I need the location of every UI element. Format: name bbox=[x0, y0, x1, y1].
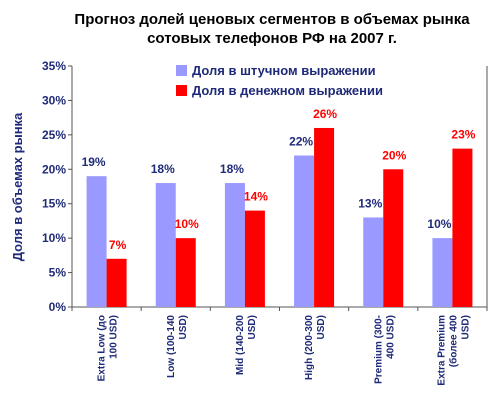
legend-swatch-money bbox=[176, 85, 187, 96]
chart-title-line-1: Прогноз долей ценовых сегментов в объема… bbox=[74, 11, 470, 28]
bar-units-5 bbox=[432, 238, 453, 307]
category-label-0: 100 USD) bbox=[109, 315, 120, 359]
data-label-money-2: 14% bbox=[244, 190, 268, 204]
bar-money-1 bbox=[175, 238, 196, 307]
chart-title-line-2: сотовых телефонов РФ на 2007 г. bbox=[147, 30, 397, 47]
bar-money-2 bbox=[244, 210, 265, 307]
category-label-5: (более 400 bbox=[447, 315, 459, 368]
bar-units-4 bbox=[363, 217, 384, 307]
category-label-2: Mid (140-200 bbox=[235, 315, 246, 375]
legend-label-units: Доля в штучном выражении bbox=[192, 63, 376, 78]
category-label-0: Extra Low (до bbox=[97, 315, 108, 381]
bar-units-0 bbox=[86, 176, 107, 307]
y-tick-label: 15% bbox=[42, 197, 66, 211]
bar-units-1 bbox=[155, 183, 176, 307]
category-label-5: Extra Premium bbox=[436, 315, 447, 386]
y-tick-label: 25% bbox=[42, 128, 66, 142]
category-label-3: High (200-300 bbox=[304, 315, 315, 380]
y-tick-label: 30% bbox=[42, 93, 66, 107]
plot-area: 0% 5% 10% 15% 20% 25% 30% 35% 19% 18% 18% 22% 13% 10%… bbox=[42, 59, 488, 386]
data-label-money-4: 20% bbox=[382, 148, 406, 162]
category-label-2: USD) bbox=[247, 315, 258, 339]
y-tick-label: 0% bbox=[49, 300, 67, 314]
bar-units-2 bbox=[224, 183, 245, 307]
legend-swatch-units bbox=[176, 65, 187, 76]
data-label-units-4: 13% bbox=[358, 196, 382, 210]
data-label-units-5: 10% bbox=[427, 217, 451, 231]
category-label-1: USD) bbox=[178, 315, 189, 339]
bar-money-0 bbox=[106, 258, 127, 307]
y-tick-label: 10% bbox=[42, 231, 66, 245]
category-label-3: USD) bbox=[316, 315, 327, 339]
category-label-4: Premium (300- bbox=[373, 315, 384, 384]
bar-money-4 bbox=[383, 169, 404, 307]
category-label-1: Low (100-140 bbox=[166, 315, 177, 378]
y-tick-label: 5% bbox=[49, 266, 67, 280]
data-label-money-3: 26% bbox=[313, 107, 337, 121]
bar-money-3 bbox=[314, 127, 335, 307]
y-tick-label: 35% bbox=[42, 59, 66, 73]
data-label-units-0: 19% bbox=[82, 155, 106, 169]
data-label-units-3: 22% bbox=[289, 135, 313, 149]
category-label-5: USD) bbox=[460, 315, 471, 339]
legend-label-money: Доля в денежном выражении bbox=[192, 83, 383, 98]
category-label-4: 400 USD) bbox=[385, 315, 396, 359]
data-label-money-0: 7% bbox=[109, 238, 127, 252]
bar-units-3 bbox=[294, 155, 315, 307]
data-label-money-1: 10% bbox=[175, 217, 199, 231]
data-label-units-1: 18% bbox=[151, 162, 175, 176]
y-tick-label: 20% bbox=[42, 162, 66, 176]
y-axis-label: Доля в объемах рынка bbox=[10, 112, 25, 261]
data-label-units-2: 18% bbox=[220, 162, 244, 176]
legend: Доля в штучном выражении Доля в денежном… bbox=[176, 63, 383, 98]
bar-money-5 bbox=[452, 148, 473, 307]
data-label-money-5: 23% bbox=[451, 128, 475, 142]
